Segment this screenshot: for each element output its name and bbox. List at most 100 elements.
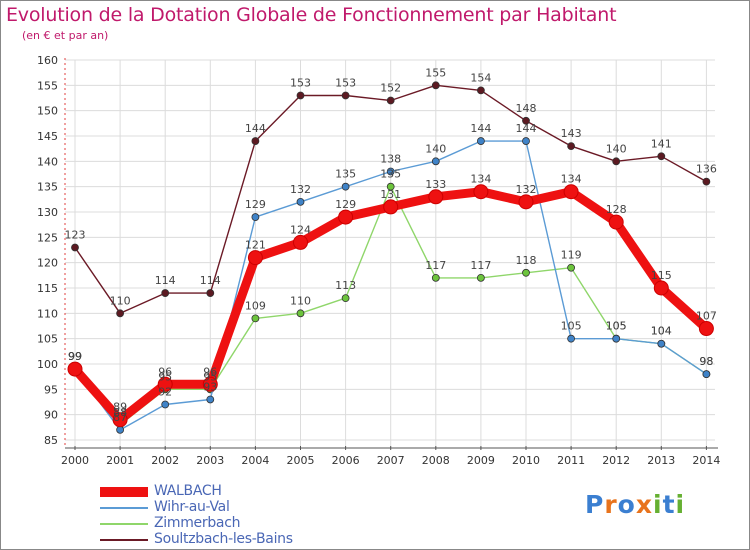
point-soultzbach-les-bains (567, 142, 575, 151)
point-walbach (473, 184, 489, 200)
y-tick-label: 130 (37, 206, 58, 219)
data-label-walbach: 115 (651, 269, 672, 282)
x-tick-label: 2002 (151, 454, 179, 467)
x-tick-label: 2010 (512, 454, 540, 467)
point-walbach (518, 194, 534, 210)
data-label-zimmerbach: 113 (335, 279, 356, 292)
point-soultzbach-les-bains (116, 309, 124, 318)
point-wihr-au-val (431, 157, 440, 166)
data-label-walbach: 131 (380, 188, 401, 201)
data-label-soultzbach-les-bains: 148 (516, 102, 537, 115)
point-walbach (202, 376, 218, 392)
point-wihr-au-val (476, 137, 485, 145)
point-soultzbach-les-bains (71, 243, 79, 252)
legend-swatch-wihr-au-val (100, 507, 148, 509)
data-label-wihr-au-val: 105 (561, 320, 582, 333)
y-tick-label: 120 (37, 257, 58, 270)
legend: WALBACH Wihr-au-Val Zimmerbach Soultzbac… (98, 483, 358, 548)
data-label-zimmerbach: 117 (425, 259, 446, 272)
legend-item-wihr-au-val[interactable]: Wihr-au-Val (98, 499, 358, 516)
y-tick-label: 110 (37, 307, 58, 320)
point-wihr-au-val (206, 395, 215, 404)
data-label-wihr-au-val: 98 (699, 355, 713, 368)
point-walbach (112, 412, 128, 428)
x-tick-label: 2001 (106, 454, 134, 467)
point-walbach (698, 321, 714, 337)
point-soultzbach-les-bains (476, 86, 485, 95)
point-soultzbach-les-bains (522, 116, 530, 125)
data-label-walbach: 129 (335, 198, 356, 211)
point-soultzbach-les-bains (251, 137, 260, 145)
legend-label-walbach: WALBACH (154, 483, 222, 499)
x-tick-label: 2005 (287, 454, 315, 467)
logo-letter: r (604, 490, 618, 519)
point-soultzbach-les-bains (341, 91, 350, 100)
chart-title: Evolution de la Dotation Globale de Fonc… (6, 4, 617, 26)
legend-item-soultzbach-les-bains[interactable]: Soultzbach-les-Bains (98, 531, 358, 548)
point-wihr-au-val (386, 167, 395, 176)
data-label-walbach: 121 (245, 239, 266, 252)
data-label-soultzbach-les-bains: 154 (470, 71, 491, 84)
point-walbach (653, 280, 669, 296)
point-soultzbach-les-bains (386, 96, 395, 105)
x-tick-label: 2008 (422, 454, 450, 467)
data-label-wihr-au-val: 132 (290, 183, 311, 196)
data-label-zimmerbach: 110 (290, 294, 311, 307)
point-zimmerbach (386, 182, 395, 191)
y-tick-label: 115 (37, 282, 58, 295)
x-tick-label: 2014 (692, 454, 720, 467)
data-label-walbach: 132 (516, 183, 537, 196)
point-walbach (247, 250, 263, 266)
point-wihr-au-val (341, 182, 350, 191)
data-label-wihr-au-val: 129 (245, 198, 266, 211)
data-label-soultzbach-les-bains: 152 (380, 82, 401, 95)
data-label-soultzbach-les-bains: 140 (606, 142, 627, 155)
legend-item-walbach[interactable]: WALBACH (98, 483, 358, 500)
data-label-zimmerbach: 99 (68, 350, 82, 363)
point-zimmerbach (431, 273, 440, 282)
data-label-wihr-au-val: 105 (606, 320, 627, 333)
y-tick-label: 145 (37, 130, 58, 143)
data-label-zimmerbach: 104 (651, 325, 672, 338)
data-label-walbach: 96 (203, 365, 217, 378)
data-label-walbach: 89 (113, 401, 127, 414)
point-wihr-au-val (657, 339, 666, 348)
data-label-wihr-au-val: 138 (380, 152, 401, 165)
point-walbach (608, 214, 624, 230)
x-tick-label: 2012 (602, 454, 630, 467)
legend-label-wihr-au-val: Wihr-au-Val (154, 499, 230, 515)
point-soultzbach-les-bains (702, 177, 711, 186)
x-tick-label: 2004 (241, 454, 269, 467)
legend-item-zimmerbach[interactable]: Zimmerbach (98, 515, 358, 532)
point-wihr-au-val (251, 213, 260, 221)
data-label-soultzbach-les-bains: 153 (335, 76, 356, 89)
data-label-wihr-au-val: 104 (651, 325, 672, 338)
point-wihr-au-val (161, 400, 170, 409)
data-label-soultzbach-les-bains: 114 (200, 274, 221, 287)
data-label-zimmerbach: 117 (470, 259, 491, 272)
point-zimmerbach (296, 309, 305, 318)
x-tick-label: 2013 (647, 454, 675, 467)
point-wihr-au-val (522, 137, 530, 145)
data-label-walbach: 124 (290, 223, 311, 236)
data-label-zimmerbach: 95 (158, 370, 172, 383)
point-soultzbach-les-bains (296, 91, 305, 100)
series-layer (67, 81, 714, 434)
point-walbach (563, 184, 579, 200)
y-tick-label: 125 (37, 231, 58, 244)
point-soultzbach-les-bains (431, 81, 440, 90)
y-tick-label: 90 (44, 409, 58, 422)
point-soultzbach-les-bains (206, 289, 215, 297)
data-labels: 123 110 114 114 144 153 153 152 155 154 148 143 140 1… (65, 66, 717, 424)
data-label-zimmerbach: 135 (380, 168, 401, 181)
point-wihr-au-val (702, 370, 711, 379)
data-label-zimmerbach: 118 (516, 254, 537, 267)
data-label-wihr-au-val: 144 (470, 122, 491, 135)
logo-letter: t (662, 490, 676, 519)
data-label-zimmerbach: 109 (245, 299, 266, 312)
point-zimmerbach (567, 263, 575, 272)
data-label-soultzbach-les-bains: 110 (110, 294, 131, 307)
point-walbach (293, 234, 308, 250)
point-wihr-au-val (567, 334, 575, 343)
